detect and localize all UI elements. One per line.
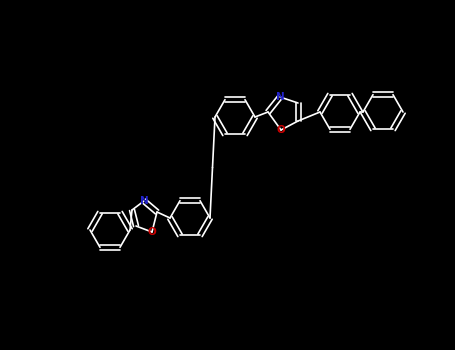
Text: O: O bbox=[277, 125, 285, 135]
Text: O: O bbox=[147, 227, 157, 237]
Text: N: N bbox=[140, 196, 148, 206]
Text: N: N bbox=[276, 92, 284, 102]
